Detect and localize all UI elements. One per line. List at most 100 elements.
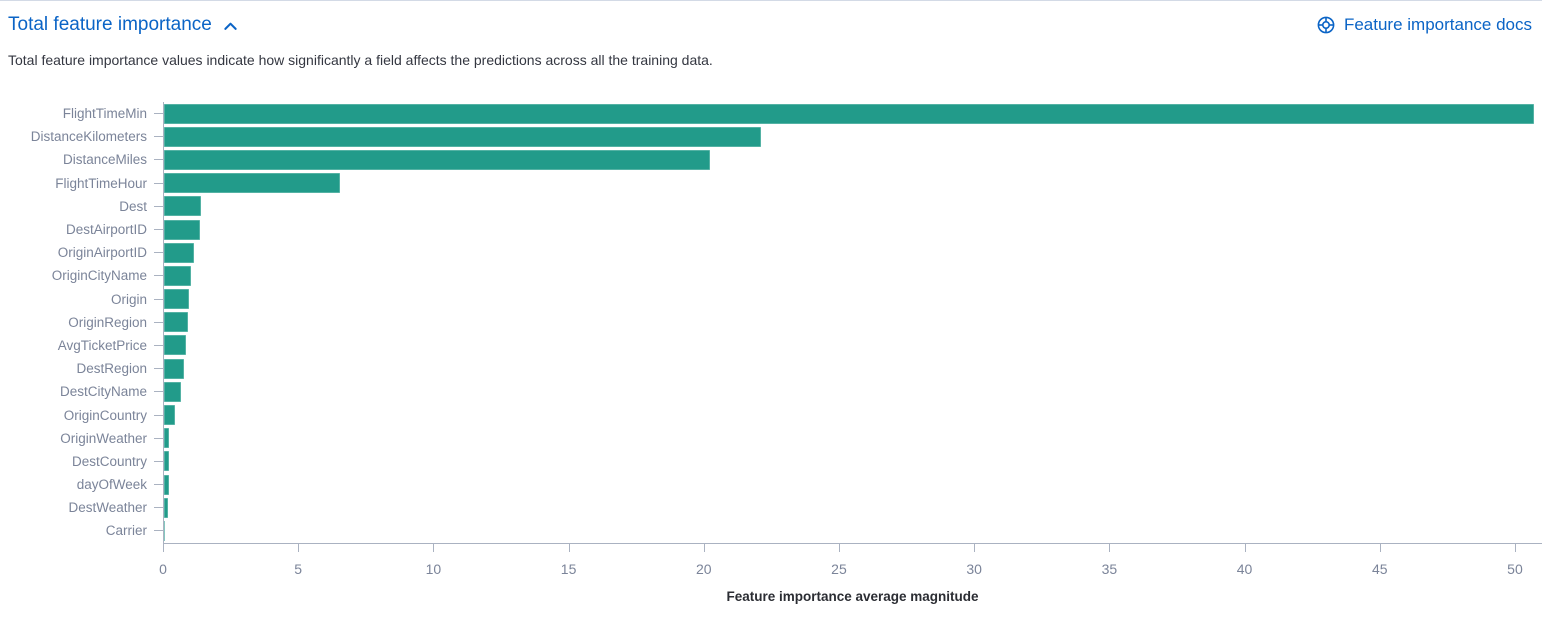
y-axis-label: Dest (119, 198, 147, 214)
y-axis-tick (154, 252, 163, 254)
y-axis-tick (154, 507, 163, 509)
y-axis-label: OriginWeather (60, 430, 147, 446)
docs-link-label: Feature importance docs (1343, 15, 1532, 34)
x-axis-tick-label: 30 (966, 560, 982, 577)
bar (164, 405, 176, 426)
bar (164, 289, 190, 310)
bar (164, 242, 194, 263)
bar (164, 335, 187, 356)
bar-track (163, 148, 1542, 172)
chart-row: DistanceMiles (0, 148, 1542, 172)
bar-track (163, 473, 1542, 497)
x-axis-tick (568, 543, 570, 552)
bar (164, 196, 202, 217)
x-axis-tick (433, 543, 435, 552)
y-axis-label: DistanceMiles (62, 152, 147, 168)
documentation-icon (1317, 16, 1335, 34)
bar-track (163, 403, 1542, 427)
chart-row: FlightTimeHour (0, 171, 1542, 195)
bar (164, 103, 1534, 124)
bar-track (163, 194, 1542, 218)
y-axis-label: DistanceKilometers (30, 129, 147, 145)
y-axis-label: Carrier (105, 523, 147, 539)
x-axis-tick (1514, 543, 1516, 552)
bar-track (163, 171, 1542, 195)
y-axis-label: OriginAirportID (57, 245, 147, 261)
chart-row: OriginCityName (0, 264, 1542, 288)
x-axis: 0 5 10 15 20 25 30 35 40 45 50 (159, 542, 1542, 587)
bar (164, 149, 710, 170)
y-axis-tick (154, 414, 163, 416)
bar-track (163, 333, 1542, 358)
chart-row: DestAirportID (0, 217, 1542, 242)
bar (164, 497, 168, 518)
bar-track (163, 426, 1542, 450)
x-axis-tick-label: 35 (1101, 560, 1118, 577)
bar-track (163, 449, 1542, 473)
x-axis-tick-label: 15 (560, 560, 577, 577)
x-axis-tick-label: 5 (294, 560, 303, 577)
chart-row: DestRegion (0, 357, 1542, 381)
y-axis-tick (154, 484, 163, 486)
y-axis-tick (154, 391, 163, 393)
bar (164, 520, 166, 541)
bar (164, 312, 188, 333)
bar (164, 381, 182, 402)
x-axis-tick (1244, 543, 1246, 552)
bar (164, 265, 192, 286)
x-axis-tick-label: 40 (1236, 560, 1253, 577)
chart-row: AvgTicketPrice (0, 333, 1542, 358)
y-axis-tick (154, 460, 163, 462)
y-axis-tick (154, 229, 163, 231)
x-axis-tick (838, 543, 840, 552)
y-axis-label: AvgTicketPrice (57, 337, 147, 353)
chart-row: DestCountry (0, 449, 1542, 473)
bar-track (163, 287, 1542, 311)
x-axis-title: Feature importance average magnitude (726, 588, 979, 604)
bar-track (163, 357, 1542, 381)
y-axis-tick (154, 205, 163, 207)
y-axis-label: OriginCityName (51, 268, 147, 284)
chart-row: OriginAirportID (0, 241, 1542, 265)
bar (164, 219, 200, 240)
chart-row: DestWeather (0, 496, 1542, 520)
y-axis-label: FlightTimeHour (55, 175, 147, 191)
chart-row: OriginCountry (0, 403, 1542, 427)
bar-track (163, 217, 1542, 242)
chart-row: DistanceKilometers (0, 125, 1542, 149)
feature-importance-docs-link[interactable]: Feature importance docs (1316, 15, 1532, 35)
bar-track (163, 241, 1542, 265)
chart-row: Origin (0, 287, 1542, 311)
bar (164, 173, 340, 194)
y-axis-tick (154, 275, 163, 277)
x-axis-tick (163, 543, 164, 552)
y-axis-tick (154, 159, 163, 161)
chart-row: dayOfWeek (0, 473, 1542, 497)
section-collapse-toggle[interactable]: Total feature importance (8, 12, 238, 38)
x-axis-tick (1379, 543, 1381, 552)
x-axis-tick-label: 50 (1507, 560, 1523, 577)
y-axis-label: DestWeather (68, 500, 147, 516)
y-axis-label: dayOfWeek (76, 477, 147, 493)
y-axis-tick (154, 321, 163, 323)
x-axis-tick-label: 10 (425, 560, 442, 577)
bar-track (163, 125, 1542, 149)
bar (164, 126, 762, 147)
x-axis-tick-label: 20 (695, 560, 712, 577)
bar-track (163, 380, 1542, 404)
feature-importance-chart: FlightTimeMin DistanceKilometers DistanceM… (0, 102, 1542, 604)
x-axis-tick-label: 25 (831, 560, 847, 577)
x-axis-tick (298, 543, 300, 552)
chart-row: DestCityName (0, 380, 1542, 404)
page-title[interactable]: Total feature importance (8, 14, 212, 35)
y-axis-label: OriginRegion (68, 314, 147, 330)
chart-row: Dest (0, 194, 1542, 218)
chart-rows: FlightTimeMin DistanceKilometers DistanceM… (0, 102, 1542, 543)
chevron-up-icon (224, 22, 237, 30)
y-axis-label: DestRegion (76, 361, 147, 377)
bar-track (163, 496, 1542, 520)
x-axis-tick-label: 0 (159, 560, 167, 577)
y-axis-tick (154, 437, 163, 439)
y-axis-label: DestCityName (59, 384, 147, 400)
y-axis-tick (154, 298, 163, 300)
